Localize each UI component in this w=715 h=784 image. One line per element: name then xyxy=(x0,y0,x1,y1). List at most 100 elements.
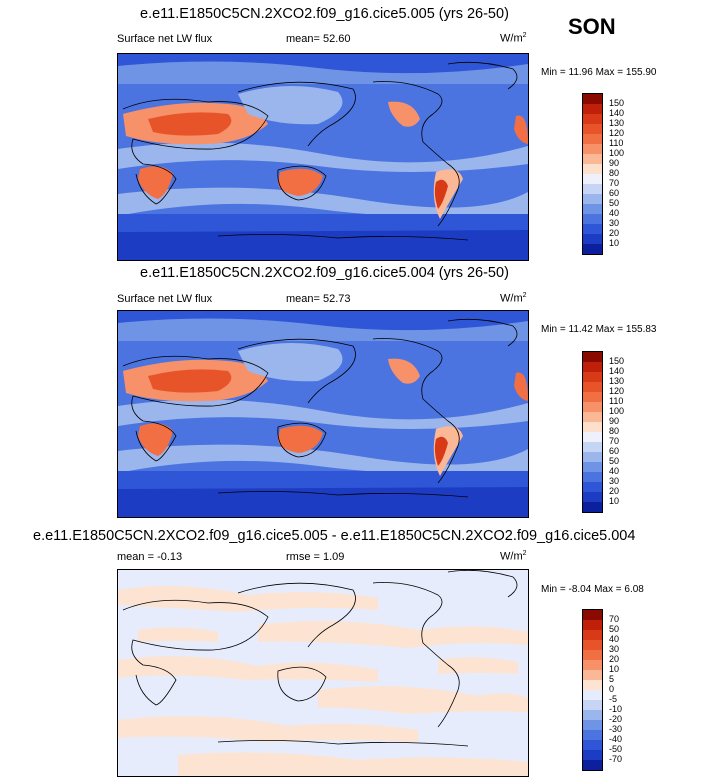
swatch xyxy=(583,402,602,412)
map-top xyxy=(117,53,529,261)
swatch xyxy=(583,204,602,214)
colorbar-tick-label: 40 xyxy=(609,634,620,644)
units-middle: W/m2 xyxy=(500,292,527,305)
swatch xyxy=(583,760,602,770)
colorbar-tick-label: 20 xyxy=(609,228,620,238)
swatch xyxy=(583,620,602,630)
swatch xyxy=(583,134,602,144)
swatch xyxy=(583,442,602,452)
colorbar-tick-label: 40 xyxy=(609,466,620,476)
panel-title-middle: e.e11.E1850C5CN.2XCO2.f09_g16.cice5.004 … xyxy=(140,265,509,281)
map-bottom xyxy=(117,569,529,777)
mean-label-top: mean= 52.60 xyxy=(286,33,351,45)
colorbar-top: 150 140 130 120 110 100 90 80 70 60 50 4… xyxy=(582,93,624,255)
swatch xyxy=(583,610,602,620)
colorbar-tick-label: -20 xyxy=(609,714,623,724)
variable-label-middle: Surface net LW flux xyxy=(117,293,213,305)
swatch xyxy=(583,650,602,660)
swatch xyxy=(583,660,602,670)
colorbar-tick-label: -30 xyxy=(609,724,623,734)
swatch xyxy=(583,184,602,194)
swatch xyxy=(583,730,602,740)
colorbar-bottom-swatches xyxy=(582,609,603,771)
colorbar-tick-label: 50 xyxy=(609,198,620,208)
map-middle-field xyxy=(118,311,528,517)
colorbar-tick-label: 90 xyxy=(609,158,620,168)
panel-title-bottom: e.e11.E1850C5CN.2XCO2.f09_g16.cice5.005 … xyxy=(33,528,636,544)
variable-label-top: Surface net LW flux xyxy=(117,33,213,45)
swatch xyxy=(583,244,602,254)
swatch xyxy=(583,670,602,680)
swatch xyxy=(583,452,602,462)
colorbar-tick-label: 140 xyxy=(609,366,625,376)
swatch xyxy=(583,174,602,184)
colorbar-tick-label: 30 xyxy=(609,644,620,654)
rmse-value-bottom: 1.09 xyxy=(323,551,345,563)
colorbar-tick-label: 10 xyxy=(609,496,620,506)
colorbar-tick-label: 10 xyxy=(609,664,620,674)
swatch xyxy=(583,690,602,700)
colorbar-tick-label: 150 xyxy=(609,98,625,108)
colorbar-tick-label: 20 xyxy=(609,654,620,664)
colorbar-tick-label: 5 xyxy=(609,674,615,684)
colorbar-tick-label: 90 xyxy=(609,416,620,426)
swatch xyxy=(583,194,602,204)
swatch xyxy=(583,492,602,502)
swatch xyxy=(583,382,602,392)
colorbar-tick-label: 130 xyxy=(609,376,625,386)
swatch xyxy=(583,630,602,640)
mean-label-bottom: mean = -0.13 xyxy=(117,551,183,563)
swatch xyxy=(583,750,602,760)
rmse-label-bottom: rmse = 1.09 xyxy=(286,551,345,563)
swatch xyxy=(583,144,602,154)
colorbar-tick-label: 40 xyxy=(609,208,620,218)
colorbar-tick-label: -70 xyxy=(609,754,623,764)
swatch xyxy=(583,154,602,164)
colorbar-tick-label: 20 xyxy=(609,486,620,496)
swatch xyxy=(583,372,602,382)
swatch xyxy=(583,740,602,750)
swatch xyxy=(583,94,602,104)
swatch xyxy=(583,482,602,492)
mean-label-middle: mean= 52.73 xyxy=(286,293,351,305)
colorbar-tick-label: 80 xyxy=(609,168,620,178)
mean-value-bottom: -0.13 xyxy=(157,551,183,563)
colorbar-tick-label: 60 xyxy=(609,446,620,456)
swatch xyxy=(583,164,602,174)
swatch xyxy=(583,392,602,402)
colorbar-tick-label: -5 xyxy=(609,694,618,704)
mean-value-middle: 52.73 xyxy=(323,293,351,305)
swatch xyxy=(583,422,602,432)
colorbar-middle-swatches xyxy=(582,351,603,513)
swatch xyxy=(583,104,602,114)
swatch xyxy=(583,640,602,650)
colorbar-tick-label: 0 xyxy=(609,684,615,694)
colorbar-tick-label: 150 xyxy=(609,356,625,366)
map-bottom-field xyxy=(118,570,528,776)
swatch xyxy=(583,214,602,224)
swatch xyxy=(583,412,602,422)
colorbar-tick-label: 100 xyxy=(609,406,625,416)
swatch xyxy=(583,462,602,472)
swatch xyxy=(583,502,602,512)
season-label: SON xyxy=(568,14,616,39)
colorbar-tick-label: 50 xyxy=(609,624,620,634)
min-max-top: Min = 11.96 Max = 155.90 xyxy=(541,67,657,78)
colorbar-tick-label: 10 xyxy=(609,238,620,248)
colorbar-tick-label: 60 xyxy=(609,188,620,198)
colorbar-top-swatches xyxy=(582,93,603,255)
swatch xyxy=(583,124,602,134)
colorbar-tick-label: 70 xyxy=(609,436,620,446)
colorbar-tick-label: 130 xyxy=(609,118,625,128)
units-bottom: W/m2 xyxy=(500,550,527,563)
colorbar-tick-label: 30 xyxy=(609,218,620,228)
colorbar-tick-label: 140 xyxy=(609,108,625,118)
colorbar-tick-label: -50 xyxy=(609,744,623,754)
mean-value-top: 52.60 xyxy=(323,33,351,45)
swatch xyxy=(583,362,602,372)
units-top: W/m2 xyxy=(500,32,527,45)
swatch xyxy=(583,710,602,720)
colorbar-middle: 150 140 130 120 110 100 90 80 70 60 50 4… xyxy=(582,351,624,513)
min-max-bottom: Min = -8.04 Max = 6.08 xyxy=(541,584,644,595)
min-max-middle: Min = 11.42 Max = 155.83 xyxy=(541,324,657,335)
